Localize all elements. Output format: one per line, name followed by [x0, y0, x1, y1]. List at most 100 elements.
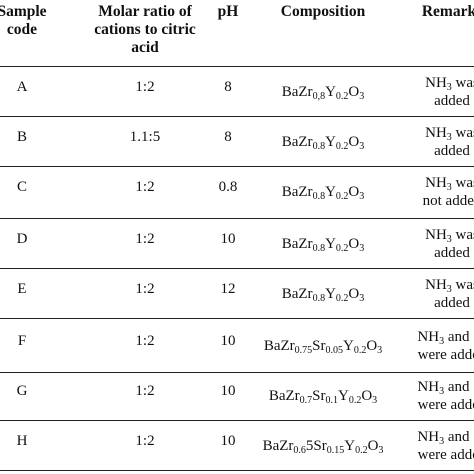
text-run: BaZr — [281, 184, 313, 200]
text-run: was — [455, 175, 474, 191]
subscript: 0.2 — [355, 445, 368, 456]
cell-text: F — [17, 333, 27, 349]
row-rule — [0, 166, 474, 167]
text-run: NH — [425, 277, 447, 293]
text-run: added — [434, 245, 470, 261]
composition: BaZr0.7Sr0.1Y0.2O3 — [238, 387, 408, 406]
cell-line: BaZr0,8Y0.2O3 — [238, 83, 408, 102]
text-run: Sr — [312, 338, 326, 354]
text-run: NH — [417, 429, 440, 445]
cell-line: were added — [392, 346, 474, 364]
text-run: not added — [422, 193, 474, 209]
text-run: O — [348, 84, 360, 100]
subscript: 3 — [359, 243, 365, 254]
cell-text: 1:2 — [135, 281, 155, 297]
text-run: O — [348, 184, 360, 200]
text-run: added — [434, 295, 470, 311]
cell-line: NH3 was — [392, 124, 474, 143]
subscript: 3 — [439, 386, 445, 397]
cell-line: added — [392, 92, 474, 110]
subscript: 3 — [378, 445, 384, 456]
text-run: and Sr — [447, 329, 474, 345]
row-rule — [0, 470, 474, 471]
subscript: 3 — [439, 436, 445, 447]
remarks: NH3 wasadded — [392, 226, 474, 262]
cell-line: added — [392, 294, 474, 312]
text-run: was — [455, 227, 474, 243]
cell-text: 10 — [220, 433, 236, 449]
composition: BaZr0.65Sr0.15Y0.2O3 — [238, 437, 408, 456]
remarks: NH3 and Srwere added — [392, 328, 474, 364]
remarks: NH3 wasadded — [392, 124, 474, 160]
row-rule — [0, 268, 474, 269]
text-run: O — [348, 286, 360, 302]
composition: BaZr0.8Y0.2O3 — [238, 183, 408, 202]
cell-line: code — [6, 21, 38, 38]
text-run: NH — [425, 175, 447, 191]
composition: BaZr0.8Y0.2O3 — [238, 235, 408, 254]
cell-line: NH3 was — [392, 174, 474, 193]
subscript: 0.2 — [348, 395, 362, 406]
cell-line: added — [392, 244, 474, 262]
header-cell: Composition — [238, 3, 408, 21]
subscript: 0.8 — [312, 141, 326, 152]
subscript: 0,8 — [312, 91, 326, 102]
subscript: 3 — [439, 336, 445, 347]
cell-text: 1:2 — [135, 333, 155, 349]
cell-text: 1:2 — [135, 231, 155, 247]
subscript: 0.2 — [335, 91, 349, 102]
cell-text: 12 — [220, 281, 236, 297]
subscript: 0.2 — [335, 191, 349, 202]
text-run: NH — [417, 379, 440, 395]
cell-line: cations to citric — [94, 21, 196, 38]
subscript: 0.8 — [312, 191, 326, 202]
cell-line: NH3 was — [392, 276, 474, 295]
text-run: BaZr — [281, 286, 313, 302]
cell-line: were added — [392, 446, 474, 464]
subscript: 0.1 — [325, 395, 338, 406]
row-rule — [0, 116, 474, 117]
cell-text: C — [16, 179, 27, 195]
text-run: added — [434, 143, 470, 159]
cell-line: acid — [131, 39, 159, 56]
subscript: 3 — [359, 293, 365, 304]
text-run: NH — [417, 329, 440, 345]
cell-text: 1:2 — [135, 179, 155, 195]
text-run: O — [361, 388, 373, 404]
cell-text: H — [16, 433, 28, 449]
text-run: NH — [425, 227, 447, 243]
text-run: were added — [417, 347, 474, 363]
header-cell: Remarks — [392, 3, 474, 21]
cell-line: NH3 was — [392, 226, 474, 245]
text-run: O — [348, 236, 360, 252]
cell-text: 10 — [220, 383, 236, 399]
remarks: NH3 and Srwere added — [392, 428, 474, 464]
cell-line: BaZr0.8Y0.2O3 — [238, 133, 408, 152]
cell-text: B — [16, 129, 27, 145]
cell-line: Sample — [0, 3, 47, 20]
cell-line: Molar ratio of — [98, 3, 192, 20]
text-run: Y — [325, 134, 336, 150]
cell-line: NH3 and Sr — [392, 428, 474, 447]
cell-line: BaZr0.75Sr0.05Y0.2O3 — [238, 337, 408, 356]
remarks: NH3 wasnot added — [392, 174, 474, 210]
cell-line: BaZr0.8Y0.2O3 — [238, 183, 408, 202]
cell-line: NH3 and Sr — [392, 378, 474, 397]
header-cell: Sample code — [0, 3, 52, 39]
subscript: 0.8 — [312, 293, 326, 304]
remarks: NH3 wasadded — [392, 276, 474, 312]
text-run: were added — [417, 447, 474, 463]
cell-line: NH3 and Sr — [392, 328, 474, 347]
text-run: Sr — [312, 388, 326, 404]
text-run: Y — [325, 286, 336, 302]
cell-text: 8 — [224, 79, 232, 95]
subscript: 0.6 — [293, 445, 306, 456]
cell-line: added — [392, 142, 474, 160]
cell-text: A — [16, 79, 28, 95]
remarks: NH3 wasadded — [392, 74, 474, 110]
subscript: 3 — [377, 345, 383, 356]
text-run: O — [348, 134, 360, 150]
text-run: BaZr — [262, 438, 294, 454]
subscript: 3 — [446, 82, 452, 93]
row-rule — [0, 66, 474, 67]
